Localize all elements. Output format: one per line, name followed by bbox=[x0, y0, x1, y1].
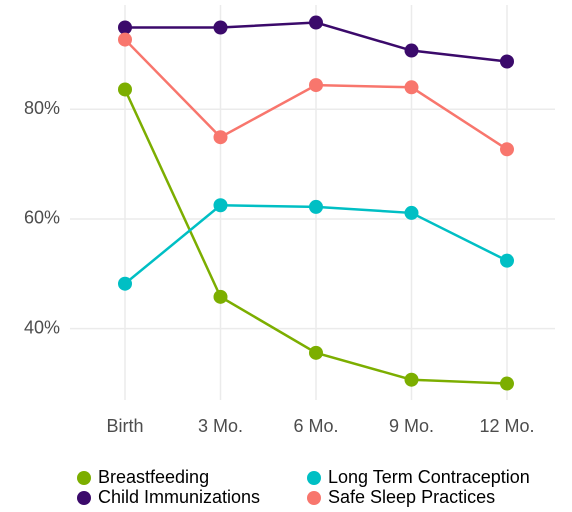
y-tick-label: 60% bbox=[24, 208, 60, 228]
data-point bbox=[213, 130, 228, 145]
x-tick-label: 9 Mo. bbox=[389, 416, 434, 436]
data-point bbox=[118, 20, 132, 35]
data-point bbox=[500, 376, 514, 391]
data-point bbox=[118, 276, 132, 291]
legend-label: Long Term Contraception bbox=[328, 467, 530, 487]
data-point bbox=[500, 142, 514, 157]
x-tick-label: Birth bbox=[106, 416, 143, 436]
data-point bbox=[118, 32, 132, 47]
legend-label: Breastfeeding bbox=[98, 467, 209, 487]
data-point bbox=[309, 345, 323, 360]
legend-label: Child Immunizations bbox=[98, 487, 260, 507]
data-point bbox=[500, 54, 514, 69]
data-point bbox=[118, 82, 132, 97]
data-point bbox=[500, 253, 514, 268]
legend-swatch bbox=[307, 471, 321, 485]
data-point bbox=[213, 198, 228, 213]
legend-swatch bbox=[77, 471, 91, 485]
data-point bbox=[404, 205, 419, 220]
data-point bbox=[404, 80, 419, 95]
x-tick-label: 6 Mo. bbox=[293, 416, 338, 436]
legend-swatch bbox=[77, 491, 91, 505]
data-point bbox=[404, 372, 419, 387]
y-tick-label: 40% bbox=[24, 317, 60, 337]
x-tick-label: 3 Mo. bbox=[198, 416, 243, 436]
legend-swatch bbox=[307, 491, 321, 505]
data-point bbox=[213, 289, 228, 304]
data-point bbox=[309, 78, 323, 93]
x-tick-label: 12 Mo. bbox=[479, 416, 534, 436]
data-point bbox=[404, 43, 419, 58]
y-tick-label: 80% bbox=[24, 98, 60, 118]
data-point bbox=[309, 199, 323, 214]
data-point bbox=[309, 15, 323, 30]
data-point bbox=[213, 20, 228, 35]
legend-label: Safe Sleep Practices bbox=[328, 487, 495, 507]
